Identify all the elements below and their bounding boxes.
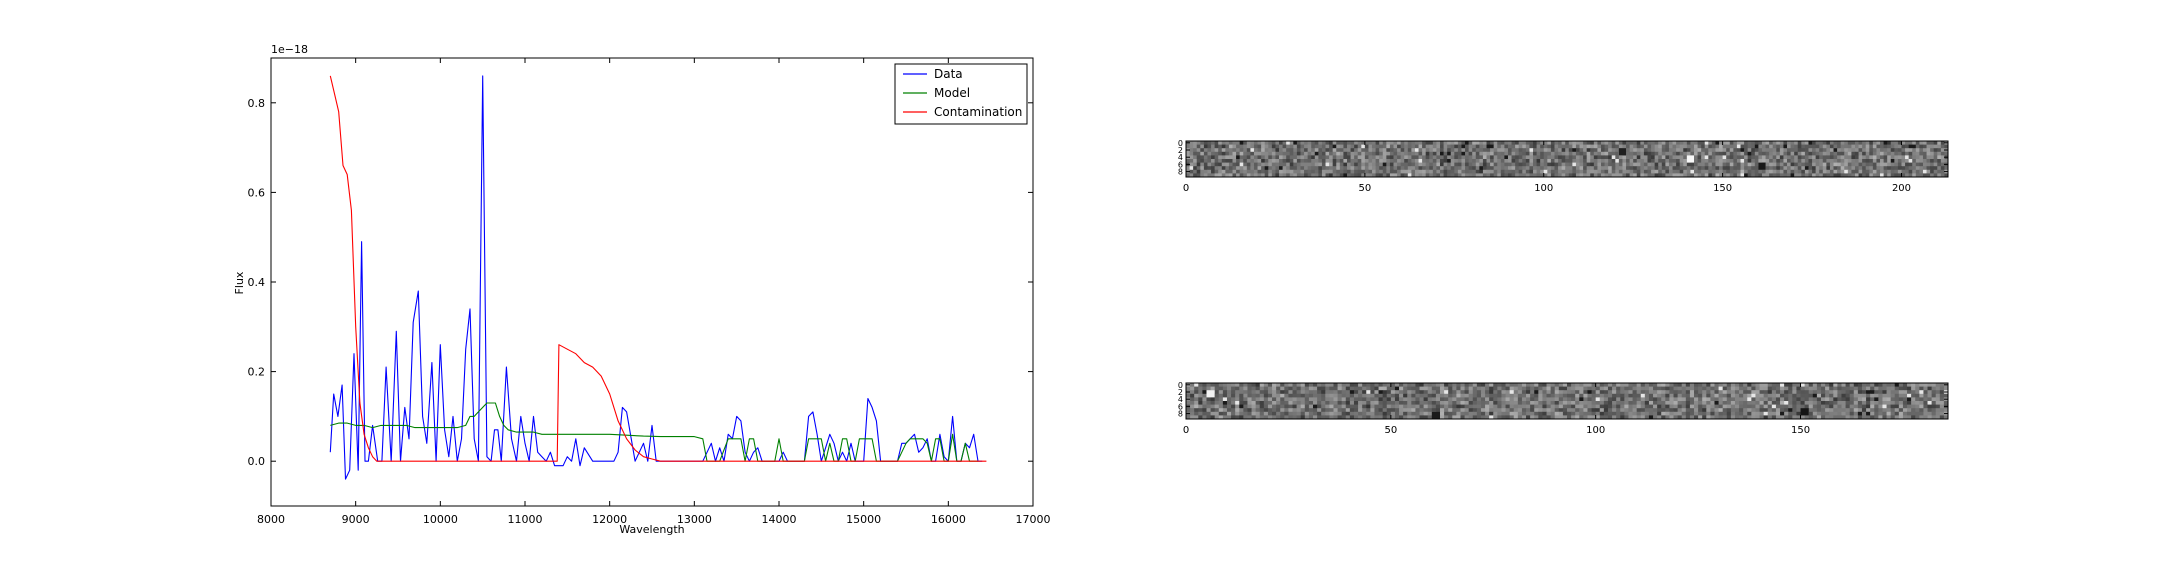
image-feature: [1206, 390, 1215, 398]
plot-area: [329, 75, 987, 480]
y-tick-label: 6: [1178, 160, 1183, 169]
legend: Data Model Contamination: [894, 63, 1028, 125]
x-tick-label: 50: [1384, 425, 1397, 436]
x-tick-label: 100: [1534, 183, 1553, 194]
y-tick-label: 6: [1178, 402, 1183, 411]
x-tick-label: 150: [1713, 183, 1732, 194]
x-tick-label: 0: [1183, 183, 1189, 194]
image-frame: [1185, 382, 1949, 420]
legend-label: Contamination: [934, 105, 1022, 119]
image-feature: [1758, 162, 1766, 170]
image-feature: [1618, 148, 1627, 156]
x-axis-label: Wavelength: [619, 523, 684, 536]
x-tick-label: 200: [1892, 183, 1911, 194]
y-offset-label: 1e−18: [271, 43, 308, 56]
x-tick-label: 100: [1586, 425, 1605, 436]
y-tick-label: 0.8: [248, 97, 266, 110]
y-tick-label: 8: [1178, 410, 1183, 419]
axes: 8000 9000 10000 11000 12000 13000 14000 15000 16…: [248, 57, 1051, 526]
x-tick-label: 50: [1359, 183, 1372, 194]
y-axis-label: Flux: [233, 271, 246, 294]
y-tick-label: 0.4: [248, 276, 266, 289]
x-tick-label: 14000: [762, 513, 797, 526]
image-frame: [1185, 140, 1949, 178]
x-tick-label: 13000: [677, 513, 712, 526]
y-tick-label: 0: [1178, 381, 1183, 390]
series-line-data: [329, 75, 983, 480]
x-tick-label: 8000: [257, 513, 285, 526]
y-tick-label: 0.2: [248, 366, 266, 379]
image-pixels: [1186, 383, 1948, 419]
y-tick-label: 2: [1178, 146, 1183, 155]
legend-label: Model: [934, 86, 970, 100]
x-tick-label: 11000: [508, 513, 543, 526]
series-line-model: [330, 402, 978, 462]
y-tick-label: 0: [1178, 139, 1183, 148]
image-feature: [1431, 411, 1440, 419]
y-tick-label: 4: [1178, 395, 1183, 404]
x-tick-label: 17000: [1016, 513, 1051, 526]
image-feature: [1800, 408, 1809, 416]
image-feature: [1686, 155, 1694, 163]
x-tick-label: 15000: [846, 513, 881, 526]
spectrum-chart: 8000 9000 10000 11000 12000 13000 14000 15000 16…: [233, 43, 1051, 536]
y-tick-label: 4: [1178, 153, 1183, 162]
image-pixels: [1186, 141, 1948, 177]
x-tick-label: 0: [1183, 425, 1189, 436]
x-tick-label: 12000: [592, 513, 627, 526]
x-tick-label: 10000: [423, 513, 458, 526]
y-tick-label: 0.6: [248, 186, 266, 199]
y-tick-label: 8: [1178, 168, 1183, 177]
y-tick-label: 0.0: [248, 455, 266, 468]
legend-label: Data: [934, 67, 963, 81]
y-tick-label: 2: [1178, 388, 1183, 397]
x-tick-label: 9000: [342, 513, 370, 526]
x-tick-label: 16000: [931, 513, 966, 526]
series-line-contamination: [329, 75, 987, 462]
x-tick-label: 150: [1791, 425, 1810, 436]
